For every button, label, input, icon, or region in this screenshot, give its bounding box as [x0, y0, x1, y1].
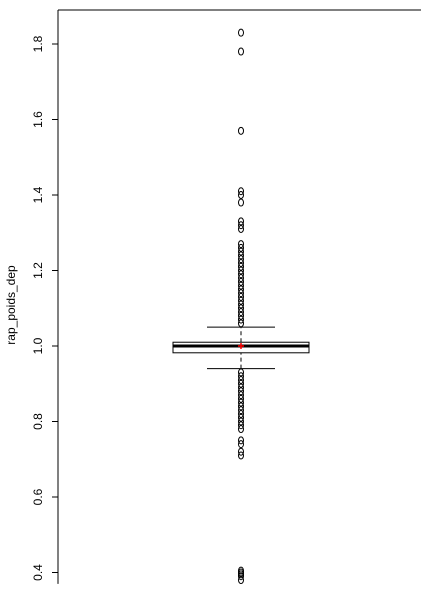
- outlier-point: [238, 47, 244, 56]
- outlier-point: [238, 406, 244, 415]
- outlier-point: [238, 247, 244, 256]
- outlier-point: [238, 300, 244, 309]
- outlier-point: [238, 315, 244, 324]
- outlier-point: [238, 251, 244, 260]
- outlier-point: [238, 447, 244, 456]
- outlier-point: [238, 270, 244, 279]
- y-tick-label: 0.4: [31, 564, 45, 581]
- outlier-point: [238, 436, 244, 445]
- outlier-point: [238, 391, 244, 400]
- outlier-point: [238, 402, 244, 411]
- plot-area: [172, 28, 310, 585]
- outlier-point: [238, 258, 244, 267]
- outlier-point: [238, 126, 244, 135]
- outlier-point: [238, 304, 244, 313]
- outlier-point: [238, 375, 244, 384]
- outlier-point: [238, 372, 244, 381]
- outlier-point: [238, 281, 244, 290]
- outlier-point: [238, 311, 244, 320]
- outlier-point: [238, 368, 244, 377]
- outlier-point: [238, 421, 244, 430]
- y-axis-label: rap_poids_dep: [4, 265, 18, 345]
- outlier-point: [238, 191, 244, 199]
- outlier-point: [238, 255, 244, 264]
- outlier-point: [238, 398, 244, 407]
- outlier-point: [238, 296, 244, 305]
- outlier-point: [238, 221, 244, 230]
- outlier-point: [238, 413, 244, 422]
- outlier-point: [238, 451, 244, 460]
- outlier-point: [238, 576, 244, 585]
- outlier-point: [238, 417, 244, 426]
- y-tick-label: 1.0: [31, 337, 45, 354]
- outlier-point: [238, 217, 244, 226]
- y-tick-label: 1.6: [31, 111, 45, 128]
- outlier-point: [238, 277, 244, 286]
- outlier-point: [238, 394, 244, 403]
- outlier-point: [238, 224, 244, 233]
- outlier-point: [238, 289, 244, 298]
- outlier-point: [238, 319, 244, 328]
- outlier-point: [238, 425, 244, 434]
- outlier-point: [238, 379, 244, 388]
- outlier-point: [238, 274, 244, 283]
- outlier-point: [238, 240, 244, 249]
- y-axis: 0.4 0.6 0.8 1.0 1.2 1.4 1.6 1.8: [31, 9, 421, 584]
- outlier-point: [238, 243, 244, 252]
- outlier-point: [238, 308, 244, 317]
- outlier-point: [238, 440, 244, 449]
- outlier-point: [238, 387, 244, 396]
- outlier-point: [238, 285, 244, 294]
- y-tick-label: 0.6: [31, 488, 45, 505]
- outlier-point: [238, 292, 244, 301]
- outlier-point: [238, 409, 244, 418]
- outlier-point: [238, 266, 244, 275]
- outlier-point: [238, 28, 244, 37]
- y-tick-label: 0.8: [31, 413, 45, 430]
- y-tick-label: 1.8: [31, 35, 45, 52]
- outlier-point: [238, 262, 244, 271]
- outlier-point: [238, 198, 244, 207]
- y-tick-label: 1.4: [31, 186, 45, 203]
- outlier-point: [238, 566, 244, 575]
- outlier-point: [238, 187, 244, 196]
- outlier-point: [238, 383, 244, 392]
- y-tick-label: 1.2: [31, 262, 45, 279]
